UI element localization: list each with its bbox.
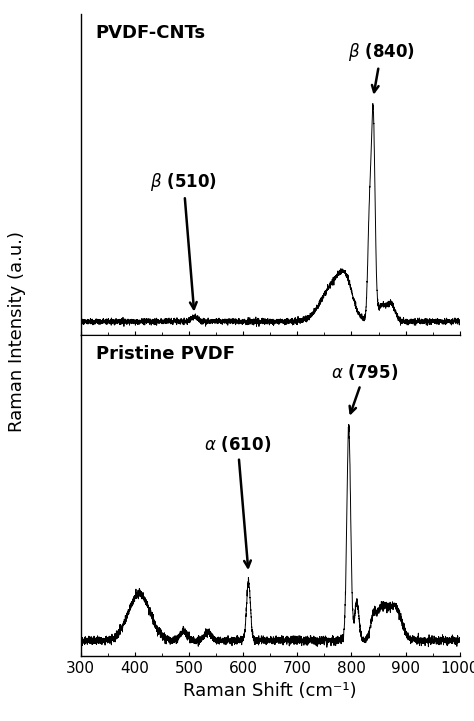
Text: $\alpha$ (610): $\alpha$ (610) <box>204 434 271 567</box>
Text: Raman Intensity (a.u.): Raman Intensity (a.u.) <box>8 231 26 432</box>
X-axis label: Raman Shift (cm⁻¹): Raman Shift (cm⁻¹) <box>183 681 357 699</box>
Text: $\beta$ (840): $\beta$ (840) <box>348 41 415 92</box>
Text: PVDF-CNTs: PVDF-CNTs <box>96 24 206 42</box>
Text: $\alpha$ (795): $\alpha$ (795) <box>331 362 399 413</box>
Text: $\beta$ (510): $\beta$ (510) <box>150 171 217 309</box>
Text: Pristine PVDF: Pristine PVDF <box>96 345 235 363</box>
